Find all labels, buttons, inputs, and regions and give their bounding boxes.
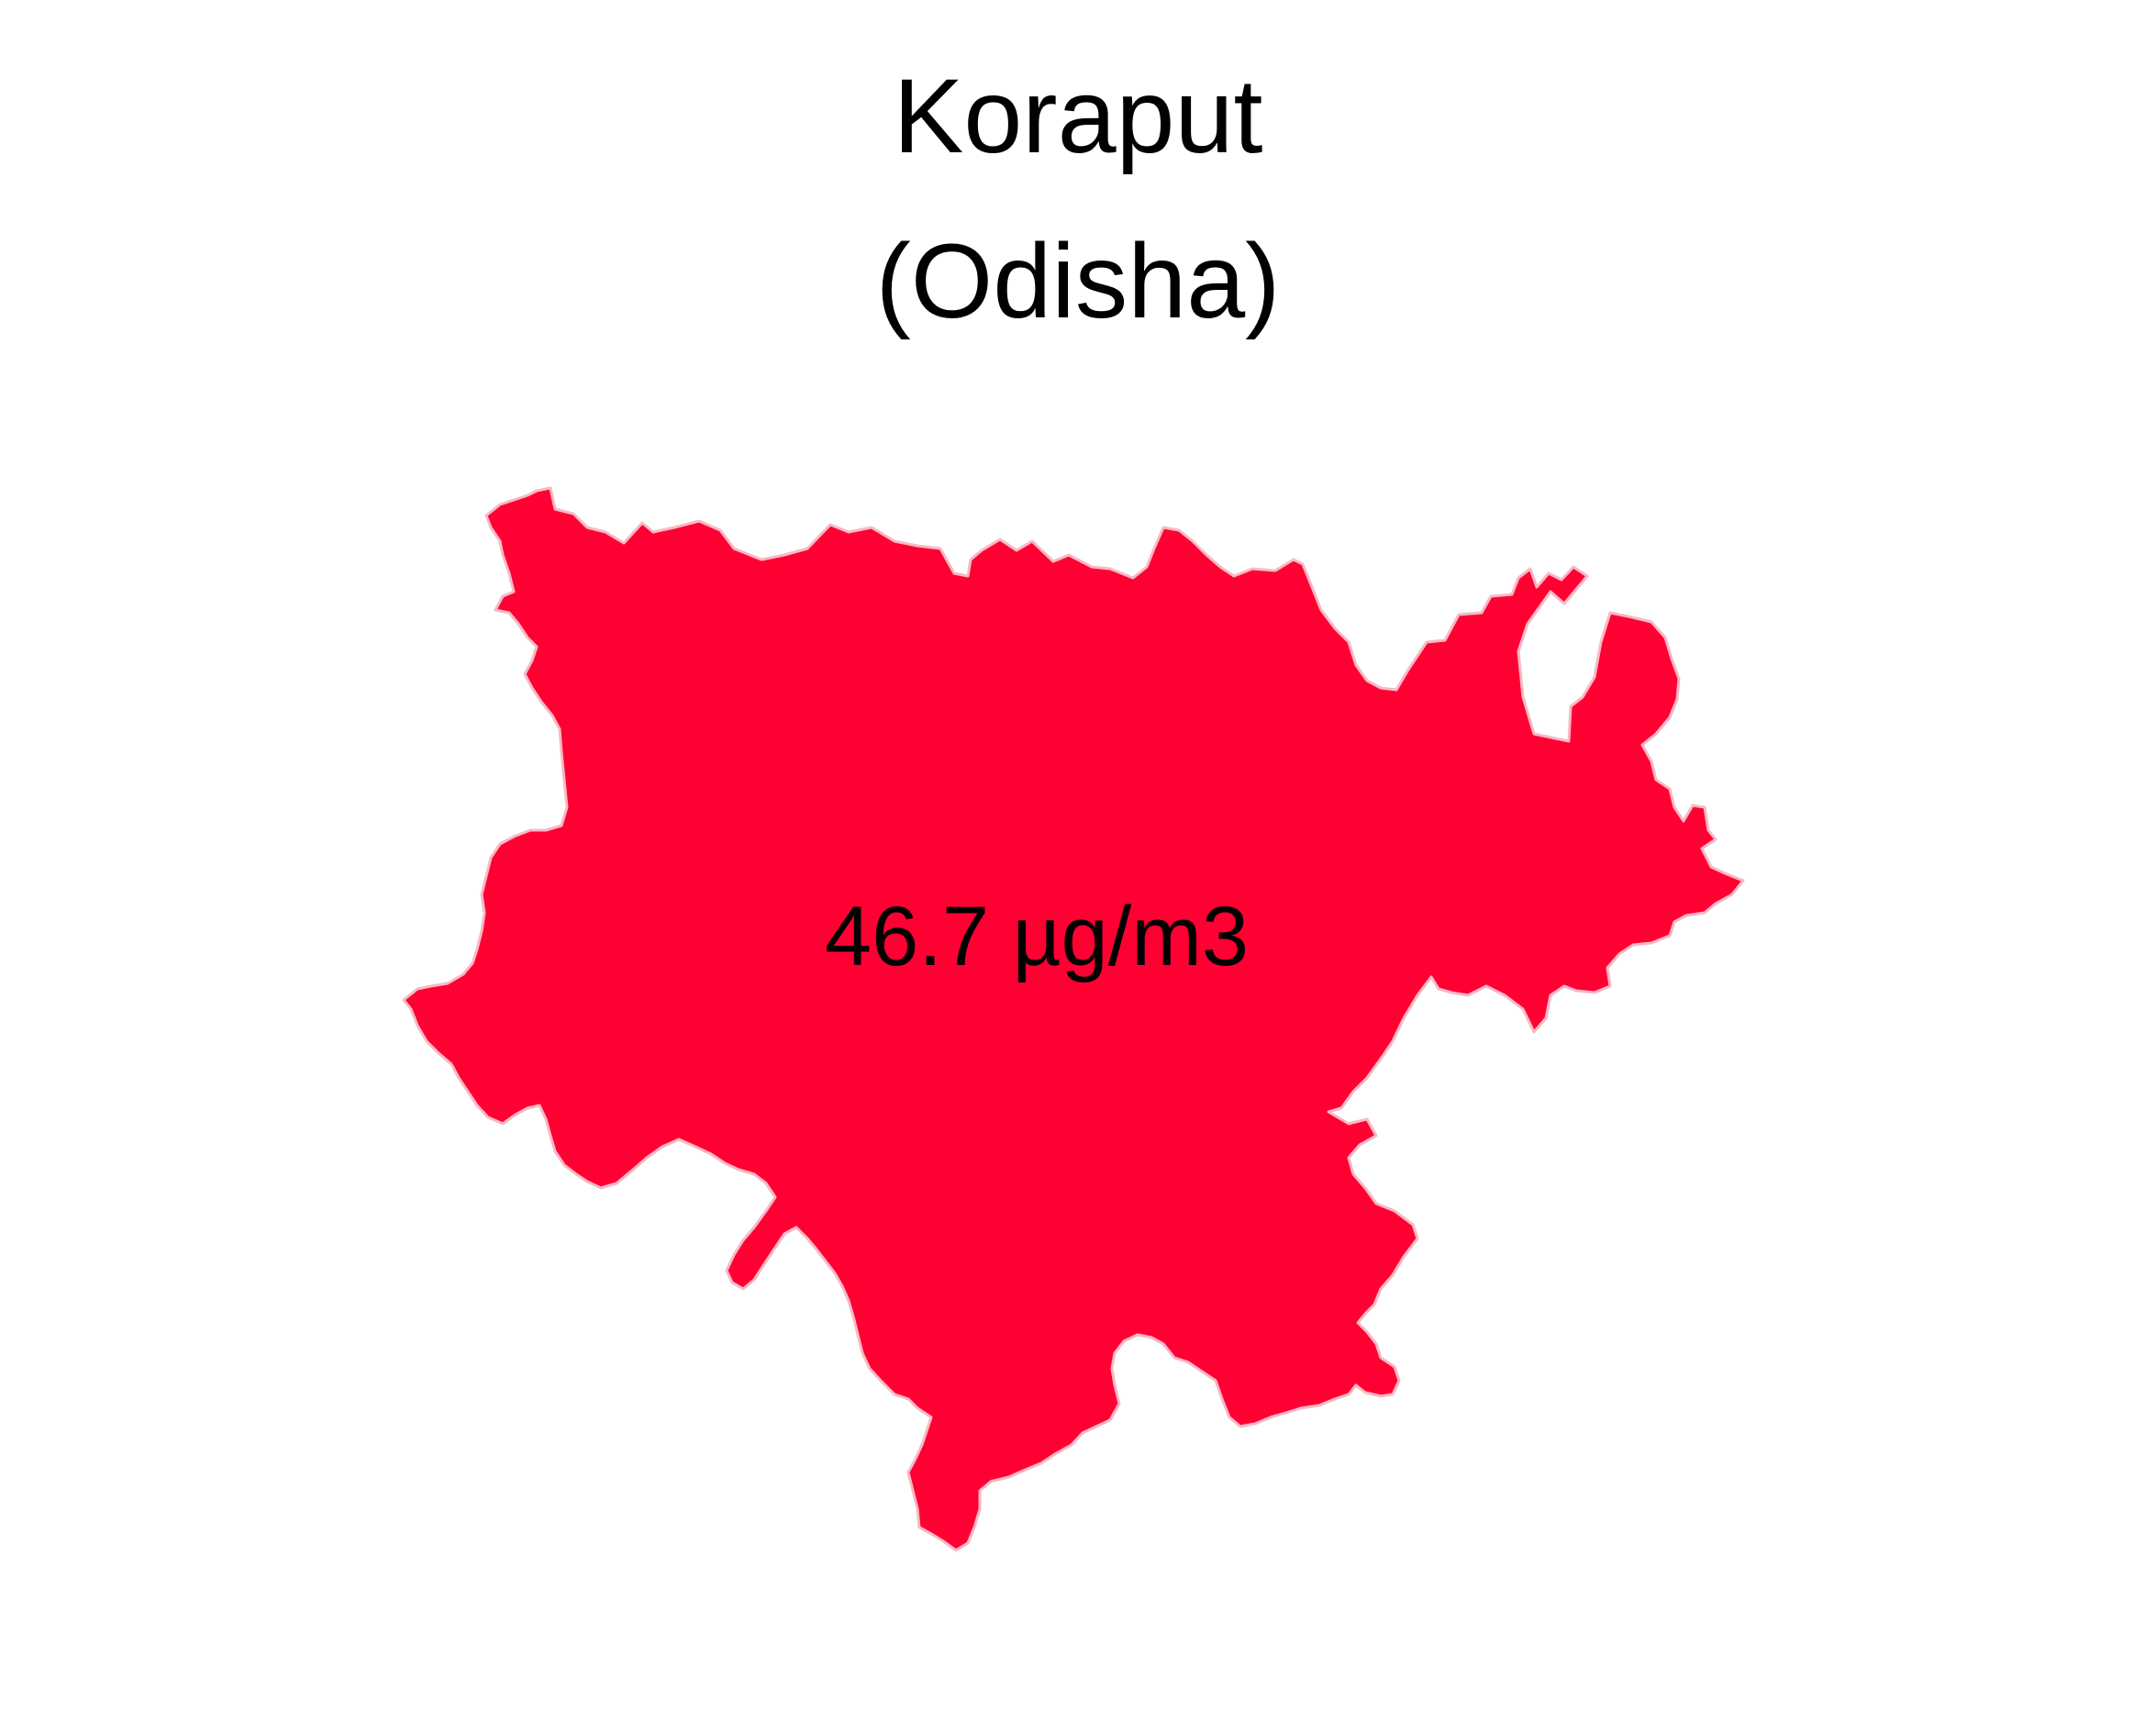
map-title-district: Koraput xyxy=(893,58,1263,175)
pm25-value-label: 46.7 µg/m3 xyxy=(824,890,1250,983)
district-region-shape xyxy=(402,486,1745,1552)
map-title-state: (Odisha) xyxy=(875,223,1281,340)
